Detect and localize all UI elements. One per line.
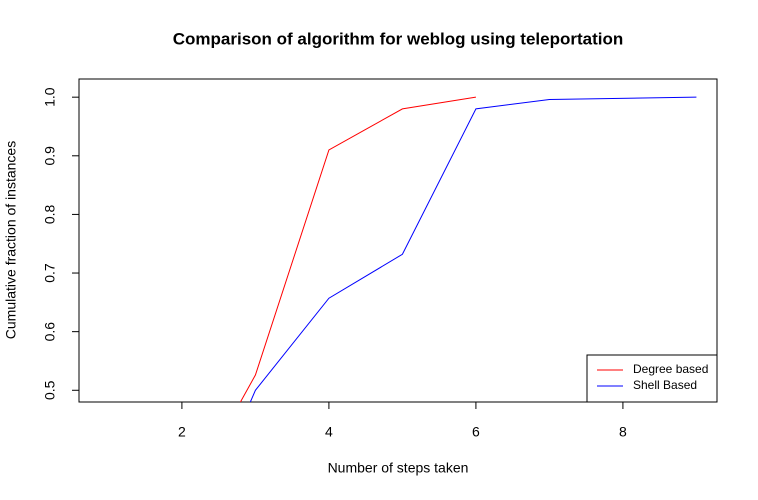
y-tick-label: 0.7	[42, 263, 58, 283]
plot-frame	[78, 78, 718, 403]
x-tick-label: 8	[619, 424, 627, 440]
legend-label: Degree based	[633, 362, 708, 376]
chart-title: Comparison of algorithm for weblog using…	[173, 29, 624, 48]
y-axis-label: Cumulative fraction of instances	[3, 141, 19, 339]
x-tick-label: 2	[178, 424, 186, 440]
x-axis-label: Number of steps taken	[328, 460, 469, 476]
legend-label: Shell Based	[633, 378, 697, 392]
legend-box	[586, 354, 718, 403]
y-tick-label: 0.5	[42, 380, 58, 400]
x-tick-label: 4	[325, 424, 333, 440]
y-tick-label: 0.6	[42, 322, 58, 342]
data-line	[249, 96, 697, 402]
y-tick-label: 1.0	[42, 87, 58, 107]
x-tick-label: 6	[472, 424, 480, 440]
y-tick-label: 0.8	[42, 204, 58, 224]
data-line	[239, 96, 476, 402]
y-tick-label: 0.9	[42, 146, 58, 166]
plot-area	[239, 96, 697, 402]
